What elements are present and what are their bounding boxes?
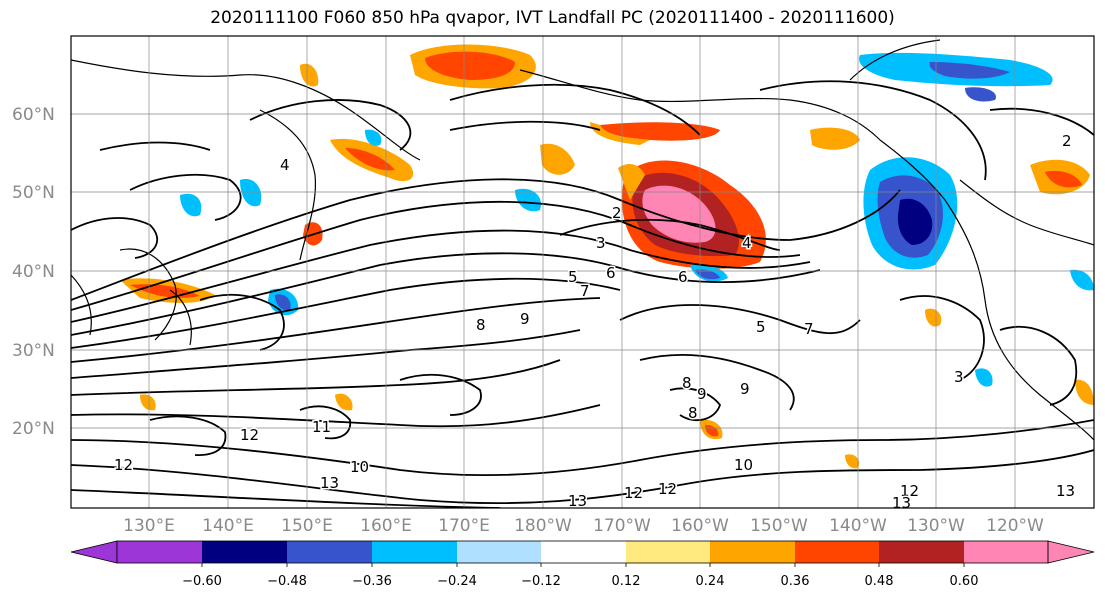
lat-label: 60°N — [12, 105, 55, 125]
colorbar-segment — [710, 541, 795, 563]
colorbar-segment — [964, 541, 1048, 563]
contour-label: 12 — [624, 484, 643, 502]
colorbar-tick-label: 0.60 — [950, 574, 979, 589]
lon-label: 180°W — [514, 516, 572, 536]
contour-label: 4 — [280, 156, 290, 174]
contour-label: 8 — [476, 316, 486, 334]
contour-label: 12 — [658, 480, 677, 498]
lon-label: 170°E — [438, 516, 490, 536]
colorbar-tick-label: 0.12 — [612, 574, 641, 589]
lat-labels: 60°N 50°N 40°N 30°N 20°N — [12, 105, 55, 439]
contour-label: 13 — [320, 474, 339, 492]
colorbar-segment — [372, 541, 457, 563]
colorbar-segment — [117, 541, 202, 563]
map-panel — [71, 36, 1094, 508]
colorbar-min-extend — [70, 540, 118, 564]
map-title: 2020111100 F060 850 hPa qvapor, IVT Land… — [210, 8, 895, 28]
lon-label: 160°E — [360, 516, 412, 536]
colorbar-outline — [116, 540, 1049, 564]
colorbar-tick-label: 0.24 — [696, 574, 725, 589]
lon-label: 150°W — [750, 516, 808, 536]
colorbar-segment — [541, 541, 626, 563]
colorbar-segment — [795, 541, 879, 563]
contour-label: 9 — [697, 385, 707, 403]
contour-label: 6 — [606, 264, 616, 282]
contour-label: 6 — [678, 268, 688, 286]
lon-label: 170°W — [593, 516, 651, 536]
contour-label: 3 — [954, 368, 964, 386]
contour-label: 2 — [612, 204, 622, 222]
lat-label: 20°N — [12, 419, 55, 439]
colorbar-tick-label: 0.48 — [865, 574, 894, 589]
contour-label: 7 — [804, 320, 814, 338]
graticule — [71, 36, 1094, 508]
map-content — [71, 39, 1094, 508]
contour-label: 7 — [580, 282, 590, 300]
contour-label: 10 — [734, 456, 753, 474]
colorbar-segment — [626, 541, 710, 563]
lat-label: 50°N — [12, 183, 55, 203]
contour-label: 5 — [568, 268, 578, 286]
colorbar-segment — [202, 541, 287, 563]
contour-label: 5 — [756, 318, 766, 336]
colorbar-max-extend — [1047, 540, 1095, 564]
contour-label: 8 — [688, 404, 698, 422]
colorbar-tick-label: −0.60 — [182, 574, 222, 589]
contour-label: 12 — [900, 482, 919, 500]
lon-label: 130°E — [123, 516, 175, 536]
lon-labels: 130°E 140°E 150°E 160°E 170°E 180°W 170°… — [123, 516, 1044, 536]
contour-label: 12 — [114, 456, 133, 474]
contour-label: 12 — [240, 426, 259, 444]
colorbar-tick-label: −0.48 — [267, 574, 307, 589]
lon-label: 140°W — [829, 516, 887, 536]
colorbar-ticks — [201, 563, 965, 567]
coastlines — [71, 39, 1094, 441]
lat-label: 40°N — [12, 262, 55, 282]
contour-label: 11 — [312, 418, 331, 436]
contour-label: 8 — [682, 374, 692, 392]
contour-label: 13 — [1056, 482, 1075, 500]
contour-label: 4 — [742, 234, 752, 252]
contour-label: 9 — [740, 380, 750, 398]
contour-label: 2 — [1062, 132, 1072, 150]
colorbar: −0.60 −0.48 −0.36 −0.24 −0.12 0.12 0.24 … — [70, 540, 1095, 589]
contour-label: 10 — [350, 458, 369, 476]
map-frame — [70, 35, 1095, 509]
contour-labels: 2 3 4 4 5 6 7 8 9 5 7 8 9 9 8 12 12 11 1… — [113, 131, 1077, 514]
lon-label: 130°W — [907, 516, 965, 536]
colorbar-tick-label: −0.24 — [437, 574, 477, 589]
lon-label: 150°E — [281, 516, 333, 536]
colorbar-tick-label: 0.36 — [781, 574, 810, 589]
colorbar-tick-label: −0.36 — [352, 574, 392, 589]
lat-label: 30°N — [12, 341, 55, 361]
ivt-contours — [71, 80, 1094, 508]
colorbar-segment — [879, 541, 964, 563]
contour-label: 13 — [892, 494, 911, 512]
contour-label: 13 — [568, 492, 587, 510]
lon-label: 160°W — [671, 516, 729, 536]
contour-label: 3 — [596, 234, 606, 252]
colorbar-segment — [287, 541, 372, 563]
contour-label: 9 — [520, 310, 530, 328]
lon-label: 140°E — [202, 516, 254, 536]
colorbar-segment — [457, 541, 541, 563]
lon-label: 120°W — [986, 516, 1044, 536]
colorbar-tick-label: −0.12 — [521, 574, 561, 589]
